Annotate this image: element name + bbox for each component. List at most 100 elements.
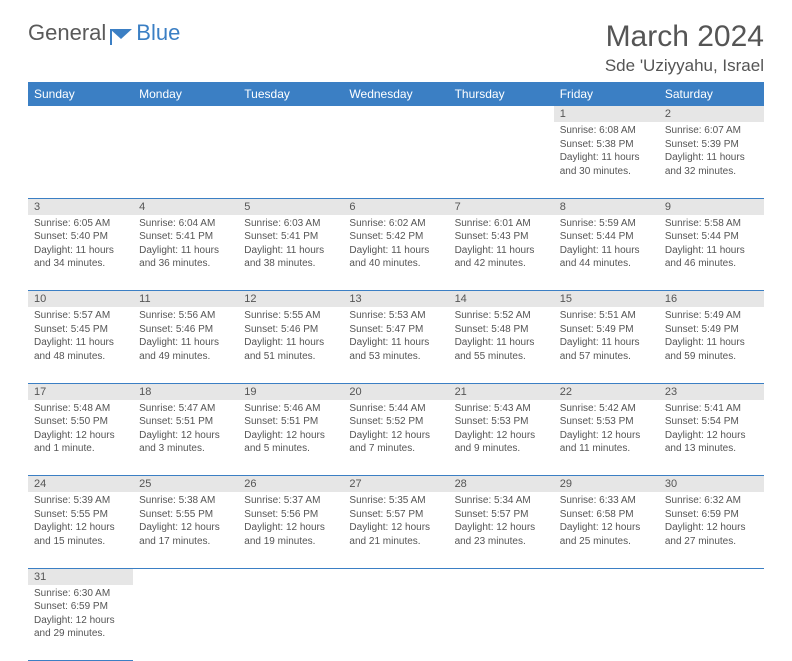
day-detail-cell: Sunrise: 5:57 AMSunset: 5:45 PMDaylight:… xyxy=(28,307,133,383)
day-number-cell: 6 xyxy=(343,198,448,215)
day-detail-cell: Sunrise: 5:38 AMSunset: 5:55 PMDaylight:… xyxy=(133,492,238,568)
daylight-text-2: and 11 minutes. xyxy=(560,442,653,456)
day-number-cell: 26 xyxy=(238,476,343,493)
daylight-text-2: and 9 minutes. xyxy=(455,442,548,456)
daylight-text-1: Daylight: 12 hours xyxy=(349,521,442,535)
sunset-text: Sunset: 5:41 PM xyxy=(139,230,232,244)
daylight-text-1: Daylight: 11 hours xyxy=(455,244,548,258)
day-detail-cell xyxy=(449,122,554,198)
sunrise-text: Sunrise: 5:47 AM xyxy=(139,402,232,416)
daylight-text-2: and 7 minutes. xyxy=(349,442,442,456)
logo: General Blue xyxy=(28,20,180,46)
day-detail-cell: Sunrise: 6:01 AMSunset: 5:43 PMDaylight:… xyxy=(449,215,554,291)
day-detail-cell: Sunrise: 6:32 AMSunset: 6:59 PMDaylight:… xyxy=(659,492,764,568)
sunset-text: Sunset: 5:50 PM xyxy=(34,415,127,429)
sunset-text: Sunset: 5:49 PM xyxy=(560,323,653,337)
daylight-text-2: and 49 minutes. xyxy=(139,350,232,364)
daylight-text-2: and 17 minutes. xyxy=(139,535,232,549)
sunrise-text: Sunrise: 5:41 AM xyxy=(665,402,758,416)
day-number-cell xyxy=(133,568,238,585)
day-number-cell xyxy=(238,106,343,122)
daylight-text-1: Daylight: 11 hours xyxy=(665,151,758,165)
daylight-text-1: Daylight: 12 hours xyxy=(560,429,653,443)
daylight-text-2: and 27 minutes. xyxy=(665,535,758,549)
daynum-row: 17181920212223 xyxy=(28,383,764,400)
day-detail-cell: Sunrise: 5:58 AMSunset: 5:44 PMDaylight:… xyxy=(659,215,764,291)
day-number-cell: 7 xyxy=(449,198,554,215)
daylight-text-2: and 51 minutes. xyxy=(244,350,337,364)
daylight-text-2: and 15 minutes. xyxy=(34,535,127,549)
day-detail-cell: Sunrise: 5:53 AMSunset: 5:47 PMDaylight:… xyxy=(343,307,448,383)
sunset-text: Sunset: 5:40 PM xyxy=(34,230,127,244)
day-detail-cell: Sunrise: 5:37 AMSunset: 5:56 PMDaylight:… xyxy=(238,492,343,568)
sunset-text: Sunset: 5:53 PM xyxy=(560,415,653,429)
sunrise-text: Sunrise: 5:46 AM xyxy=(244,402,337,416)
daylight-text-1: Daylight: 12 hours xyxy=(455,521,548,535)
daylight-text-1: Daylight: 12 hours xyxy=(455,429,548,443)
month-title: March 2024 xyxy=(605,20,764,54)
daynum-row: 3456789 xyxy=(28,198,764,215)
daylight-text-1: Daylight: 12 hours xyxy=(34,429,127,443)
daylight-text-1: Daylight: 11 hours xyxy=(244,336,337,350)
daylight-text-2: and 23 minutes. xyxy=(455,535,548,549)
sunrise-text: Sunrise: 5:59 AM xyxy=(560,217,653,231)
day-number-cell: 5 xyxy=(238,198,343,215)
day-detail-cell: Sunrise: 6:04 AMSunset: 5:41 PMDaylight:… xyxy=(133,215,238,291)
day-number-cell: 27 xyxy=(343,476,448,493)
weekday-header: Thursday xyxy=(449,82,554,106)
sunset-text: Sunset: 5:52 PM xyxy=(349,415,442,429)
day-number-cell: 30 xyxy=(659,476,764,493)
sunrise-text: Sunrise: 5:35 AM xyxy=(349,494,442,508)
title-block: March 2024 Sde 'Uziyyahu, Israel xyxy=(605,20,764,76)
daylight-text-1: Daylight: 11 hours xyxy=(560,336,653,350)
sunrise-text: Sunrise: 6:02 AM xyxy=(349,217,442,231)
daylight-text-1: Daylight: 12 hours xyxy=(34,614,127,628)
day-detail-cell: Sunrise: 6:05 AMSunset: 5:40 PMDaylight:… xyxy=(28,215,133,291)
sunset-text: Sunset: 5:48 PM xyxy=(455,323,548,337)
sunrise-text: Sunrise: 5:52 AM xyxy=(455,309,548,323)
day-number-cell: 3 xyxy=(28,198,133,215)
daylight-text-2: and 59 minutes. xyxy=(665,350,758,364)
day-number-cell: 22 xyxy=(554,383,659,400)
weekday-header: Wednesday xyxy=(343,82,448,106)
daylight-text-2: and 25 minutes. xyxy=(560,535,653,549)
day-detail-cell: Sunrise: 6:03 AMSunset: 5:41 PMDaylight:… xyxy=(238,215,343,291)
daylight-text-2: and 53 minutes. xyxy=(349,350,442,364)
day-number-cell: 31 xyxy=(28,568,133,585)
daylight-text-1: Daylight: 12 hours xyxy=(244,521,337,535)
daylight-text-2: and 1 minute. xyxy=(34,442,127,456)
day-detail-cell: Sunrise: 5:55 AMSunset: 5:46 PMDaylight:… xyxy=(238,307,343,383)
day-number-cell: 11 xyxy=(133,291,238,308)
day-detail-cell: Sunrise: 5:52 AMSunset: 5:48 PMDaylight:… xyxy=(449,307,554,383)
detail-row: Sunrise: 5:48 AMSunset: 5:50 PMDaylight:… xyxy=(28,400,764,476)
daylight-text-2: and 57 minutes. xyxy=(560,350,653,364)
day-detail-cell: Sunrise: 6:02 AMSunset: 5:42 PMDaylight:… xyxy=(343,215,448,291)
sunrise-text: Sunrise: 5:38 AM xyxy=(139,494,232,508)
sunrise-text: Sunrise: 5:56 AM xyxy=(139,309,232,323)
sunrise-text: Sunrise: 6:30 AM xyxy=(34,587,127,601)
day-detail-cell: Sunrise: 5:42 AMSunset: 5:53 PMDaylight:… xyxy=(554,400,659,476)
day-number-cell: 21 xyxy=(449,383,554,400)
day-detail-cell: Sunrise: 5:56 AMSunset: 5:46 PMDaylight:… xyxy=(133,307,238,383)
logo-flag-icon xyxy=(110,25,132,41)
day-number-cell xyxy=(449,106,554,122)
daylight-text-1: Daylight: 11 hours xyxy=(560,244,653,258)
sunrise-text: Sunrise: 5:58 AM xyxy=(665,217,758,231)
sunset-text: Sunset: 5:53 PM xyxy=(455,415,548,429)
sunrise-text: Sunrise: 6:07 AM xyxy=(665,124,758,138)
day-detail-cell xyxy=(133,585,238,661)
sunset-text: Sunset: 5:46 PM xyxy=(244,323,337,337)
sunrise-text: Sunrise: 6:04 AM xyxy=(139,217,232,231)
day-number-cell xyxy=(133,106,238,122)
day-detail-cell xyxy=(449,585,554,661)
sunrise-text: Sunrise: 5:48 AM xyxy=(34,402,127,416)
daylight-text-2: and 36 minutes. xyxy=(139,257,232,271)
sunset-text: Sunset: 6:58 PM xyxy=(560,508,653,522)
daylight-text-2: and 21 minutes. xyxy=(349,535,442,549)
sunset-text: Sunset: 6:59 PM xyxy=(34,600,127,614)
day-detail-cell: Sunrise: 5:49 AMSunset: 5:49 PMDaylight:… xyxy=(659,307,764,383)
daylight-text-2: and 30 minutes. xyxy=(560,165,653,179)
daylight-text-1: Daylight: 11 hours xyxy=(349,336,442,350)
day-number-cell: 29 xyxy=(554,476,659,493)
sunset-text: Sunset: 5:54 PM xyxy=(665,415,758,429)
